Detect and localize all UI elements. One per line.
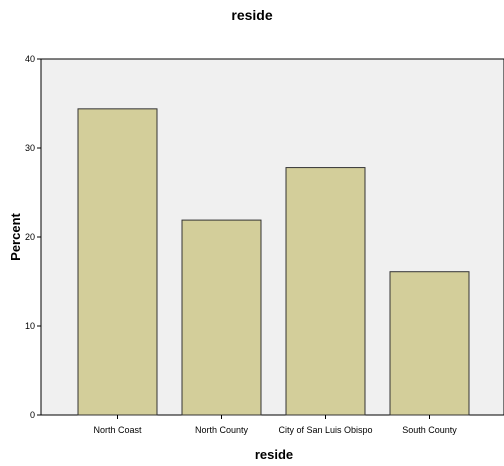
x-tick-label: North Coast xyxy=(93,425,142,435)
bar xyxy=(181,219,262,416)
y-axis-label: Percent xyxy=(8,212,23,260)
y-tick-label: 0 xyxy=(30,410,35,420)
chart-title: reside xyxy=(231,7,272,23)
x-axis: North Coast North County City of San Luis … xyxy=(93,415,457,435)
bar xyxy=(389,271,470,416)
bar xyxy=(77,108,158,416)
bars-group xyxy=(77,108,470,416)
bar xyxy=(285,167,366,416)
x-tick-label: South County xyxy=(402,425,457,435)
x-tick-label: City of San Luis Obispo xyxy=(278,425,372,435)
y-tick-label: 30 xyxy=(25,143,35,153)
y-tick-label: 40 xyxy=(25,54,35,64)
y-tick-label: 10 xyxy=(25,321,35,331)
y-axis: 0 10 20 30 40 xyxy=(25,54,41,420)
x-tick-label: North County xyxy=(195,425,249,435)
y-tick-label: 20 xyxy=(25,232,35,242)
x-axis-label: reside xyxy=(255,447,293,462)
